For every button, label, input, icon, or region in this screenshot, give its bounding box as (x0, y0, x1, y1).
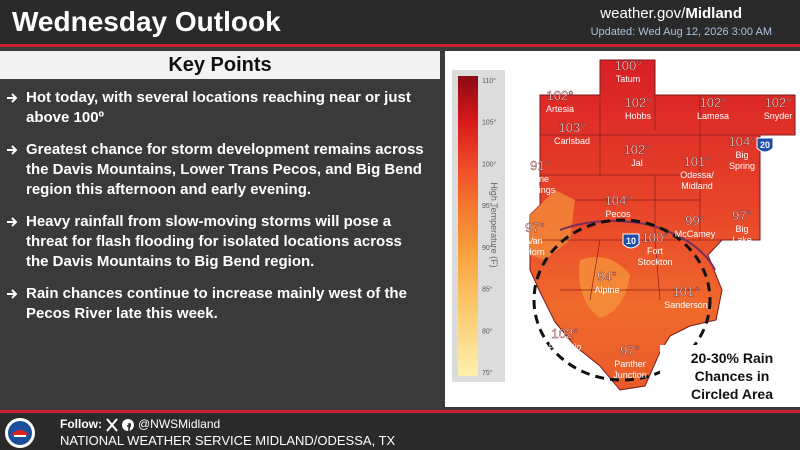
legend-tick-label: 110° (482, 77, 496, 85)
annotation-line: Chances in (695, 368, 770, 384)
city-temp: 101° (673, 284, 700, 299)
bullet-arrow (7, 145, 18, 155)
city-temp: 91° (530, 158, 550, 173)
cooler-area (579, 257, 630, 318)
city-name: Big (735, 224, 748, 234)
shield (622, 233, 640, 249)
city-name: Odessa/ (680, 170, 714, 180)
city-temp: 99° (685, 213, 705, 228)
city-temp: 104° (605, 193, 632, 208)
annotation-line: 20-30% Rain (691, 350, 773, 366)
bullet-arrow (7, 217, 18, 227)
map-panel: 110° 105° 100° 95° 90° 85° 80° 75° High Temperat… (445, 51, 800, 407)
city-temp: 102° (547, 88, 574, 103)
city-temp: 94° (597, 269, 617, 284)
shield (756, 137, 774, 153)
city-temp: 97° (732, 208, 752, 223)
city-name: Van (527, 236, 542, 246)
bullet-arrow (7, 289, 18, 299)
legend-tick-label: 105° (482, 119, 497, 127)
legend: 110° 105° 100° 95° 90° 85° 80° 75° High Temperat… (482, 77, 499, 377)
legend-tick-label: 85° (482, 286, 493, 294)
bullet-arrow (7, 93, 18, 103)
city-name: Big (735, 150, 748, 160)
title: Wednesday Outlook (12, 6, 281, 37)
follow-label: Follow: (60, 417, 102, 431)
city-temp: 104° (729, 134, 756, 149)
office-name: NATIONAL WEATHER SERVICE MIDLAND/ODESSA,… (60, 433, 396, 448)
city-name: Pecos (605, 209, 631, 219)
website[interactable]: weather.gov/Midland (600, 5, 742, 22)
cooler-area (530, 190, 575, 260)
city-name: Snyder (764, 111, 793, 121)
annotation-box (660, 345, 800, 407)
city-name: Pine (531, 174, 549, 184)
footer: Follow: @NWSMidland NATIONAL WEATHER SER… (0, 410, 800, 450)
shield-number: 10 (626, 236, 636, 246)
city-name: Alpine (594, 285, 619, 295)
header: Wednesday Outlook weather.gov/Midland Up… (0, 0, 800, 47)
city-temp: 101° (684, 154, 711, 169)
bullet-text: Hot today, with several locations reachi… (26, 89, 411, 126)
bullet: Heavy rainfall from slow-moving storms w… (6, 212, 426, 272)
city-name: McCamey (675, 229, 716, 239)
bullet-text: Rain chances continue to increase mainly… (26, 285, 407, 322)
legend-tick-label: 100° (482, 160, 497, 168)
city-temp: 102° (625, 95, 652, 110)
city-name: Hobbs (625, 111, 652, 121)
bullet-text: Heavy rainfall from slow-moving storms w… (26, 213, 402, 270)
city-name: Fort (647, 246, 664, 256)
annotation: 20-30% Rain Chances in Circled Area (691, 350, 773, 402)
city-temp: 102° (700, 95, 727, 110)
city-temp: 97° (620, 343, 640, 358)
city-name: Jal (631, 158, 643, 168)
city-name: Carlsbad (554, 136, 590, 146)
legend-tick-label: 95° (482, 202, 493, 210)
bullet: Greatest chance for storm development re… (6, 140, 426, 200)
city-name: Junction (613, 370, 647, 380)
city-temp: 100° (642, 230, 669, 245)
bullet: Hot today, with several locations reachi… (6, 88, 426, 128)
city-temp: 102° (552, 326, 579, 341)
city-temp: 102° (765, 95, 792, 110)
bullet: Rain chances continue to increase mainly… (6, 284, 426, 324)
city-name: Artesia (546, 104, 574, 114)
key-points-title: Key Points (0, 51, 440, 79)
bullet-list: Hot today, with several locations reachi… (6, 88, 426, 336)
nws-logo (5, 418, 35, 448)
legend-tick-label: 90° (482, 244, 493, 252)
city-name: Sanderson (664, 300, 708, 310)
legend-tick-label: 75° (482, 369, 493, 377)
city-temp: 102° (624, 142, 651, 157)
annotation-line: Circled Area (691, 386, 773, 402)
updated-time: Updated: Wed Aug 12, 2026 3:00 AM (590, 26, 772, 38)
legend-bar (458, 76, 478, 376)
bullet-text: Greatest chance for storm development re… (26, 141, 424, 198)
shield-number: 20 (760, 140, 770, 150)
city-name: Presidio (549, 342, 582, 352)
city-name: Midland (681, 181, 713, 191)
social-handle[interactable]: @NWSMidland (138, 417, 221, 431)
map: 110° 105° 100° 95° 90° 85° 80° 75° High Temperat… (452, 58, 800, 407)
city-name: Panther (614, 359, 646, 369)
city-name: Horn (525, 247, 545, 257)
city-name: Tatum (616, 74, 641, 84)
site-office: Midland (685, 5, 742, 22)
city-name: Lamesa (697, 111, 729, 121)
legend-title: High Temperature (F) (489, 182, 499, 267)
city-name: Spring (729, 161, 755, 171)
interstate-shields: 10 20 (622, 137, 774, 249)
site-prefix: weather.gov/ (600, 5, 686, 22)
city-temp: 100° (615, 58, 642, 73)
city-temp: 103° (559, 120, 586, 135)
rain-circle (532, 218, 712, 382)
city-name: Stockton (637, 257, 672, 267)
legend-tick-label: 80° (482, 327, 493, 335)
city-temp: 97° (525, 220, 545, 235)
social-icons[interactable] (106, 418, 136, 432)
city-name: Springs (525, 185, 556, 195)
city-name: Lake (732, 235, 752, 245)
